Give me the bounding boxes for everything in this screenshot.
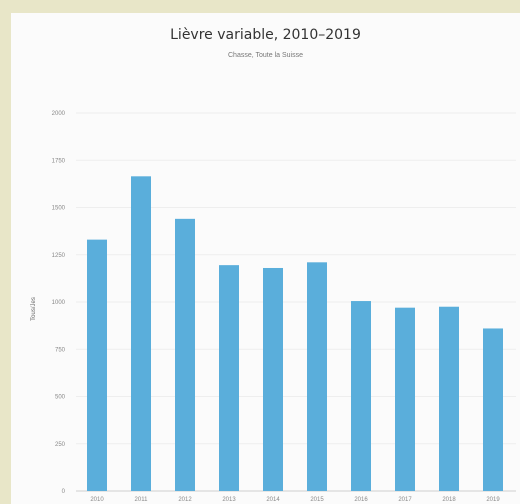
x-tick-label: 2011 xyxy=(135,497,149,503)
x-tick-label: 2017 xyxy=(398,497,412,503)
x-tick-label: 2012 xyxy=(178,497,192,503)
y-tick-label: 2000 xyxy=(52,111,66,117)
chart-card: Lièvre variable, 2010–2019 Chasse, Toute… xyxy=(11,13,520,504)
bar-2017 xyxy=(395,307,415,491)
y-axis-label: Tous/Jes xyxy=(31,297,37,321)
bar-2012 xyxy=(175,218,195,491)
x-tick-label: 2018 xyxy=(442,497,456,503)
x-tick-label: 2019 xyxy=(486,497,500,503)
bar-2015 xyxy=(307,262,327,491)
x-tick-label: 2013 xyxy=(222,497,236,503)
bar-2010 xyxy=(87,239,107,491)
chart-title: Lièvre variable, 2010–2019 xyxy=(170,27,361,43)
y-tick-label: 250 xyxy=(55,442,66,448)
x-tick-label: 2014 xyxy=(266,497,280,503)
bar-2013 xyxy=(219,265,239,491)
y-tick-label: 1500 xyxy=(52,206,66,212)
x-tick-label: 2016 xyxy=(354,497,368,503)
bar-2011 xyxy=(131,176,151,491)
y-tick-label: 750 xyxy=(55,347,66,353)
y-tick-label: 500 xyxy=(55,395,66,401)
y-tick-label: 1750 xyxy=(52,158,66,164)
x-tick-label: 2015 xyxy=(310,497,324,503)
bar-2016 xyxy=(351,301,371,491)
bar-2018 xyxy=(439,306,459,491)
bar-2019 xyxy=(483,328,503,491)
y-tick-label: 0 xyxy=(62,489,66,495)
x-tick-label: 2010 xyxy=(90,497,104,503)
chart-subtitle: Chasse, Toute la Suisse xyxy=(228,52,303,59)
bar-2014 xyxy=(263,267,283,491)
y-tick-label: 1000 xyxy=(52,300,66,306)
y-tick-label: 1250 xyxy=(52,253,66,259)
bar-chart: 0 250 500 750 1000 1250 1500 1750 2000 2010 2011 2… xyxy=(31,111,516,503)
